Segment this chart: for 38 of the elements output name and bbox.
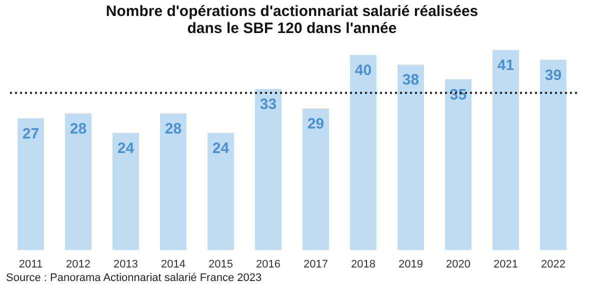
x-tick-label: 2021 xyxy=(494,258,518,270)
x-tick-label: 2013 xyxy=(114,258,138,270)
bar xyxy=(112,132,140,250)
bar xyxy=(350,54,377,250)
data-label: 40 xyxy=(354,62,372,79)
data-label: 33 xyxy=(260,96,277,114)
data-label: 41 xyxy=(497,57,514,74)
bar xyxy=(492,50,520,250)
bar xyxy=(255,89,282,250)
bar xyxy=(208,132,234,250)
text: dans le SBF 120 dans l'année xyxy=(187,20,397,37)
data-label: 28 xyxy=(70,120,87,138)
bar xyxy=(540,60,566,250)
data-label: 24 xyxy=(212,140,230,157)
bar xyxy=(302,108,330,250)
x-tick-label: 2011 xyxy=(18,258,43,270)
x-tick-label: 2019 xyxy=(398,258,423,270)
data-label: 29 xyxy=(307,116,324,133)
x-tick-label: 2020 xyxy=(446,258,470,270)
x-tick-label: 2015 xyxy=(208,258,233,270)
source-note: Source : Panorama Actionnariat salarié France 2023 xyxy=(5,271,263,285)
bar xyxy=(17,118,44,250)
x-tick-label: 2017 xyxy=(304,258,328,270)
x-tick-label: 2022 xyxy=(541,258,566,270)
bar xyxy=(65,113,92,250)
bar xyxy=(445,79,472,250)
x-tick-label: 2016 xyxy=(256,258,280,270)
x-tick-label: 2012 xyxy=(66,258,90,270)
x-tick-label: 2014 xyxy=(161,258,186,270)
data-label: 39 xyxy=(544,66,562,84)
text: Nombre d'opérations d'actionnariat salarié réalisées xyxy=(106,3,478,20)
data-label: 24 xyxy=(117,140,135,157)
data-label: 38 xyxy=(402,72,420,89)
bar xyxy=(160,113,187,250)
data-label: 27 xyxy=(22,125,40,142)
x-tick-label: 2018 xyxy=(351,258,376,270)
data-label: 28 xyxy=(164,120,182,138)
bar xyxy=(398,64,424,250)
